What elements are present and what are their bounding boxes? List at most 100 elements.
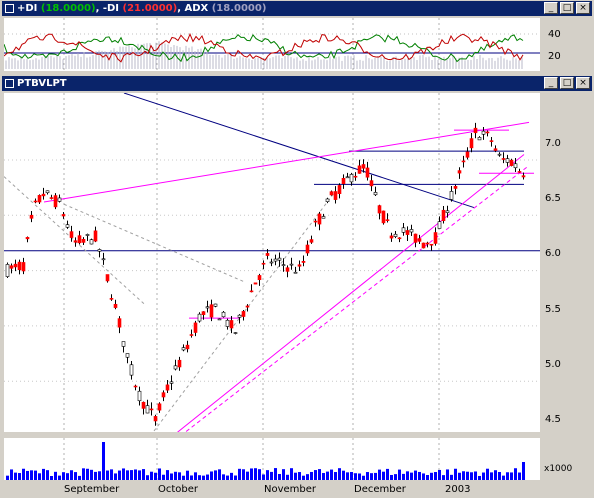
di-panel-titlebar[interactable]: +DI (18.0000), -DI (21.0000), ADX (18.00… xyxy=(2,1,592,16)
volume-bar xyxy=(410,472,413,480)
candle-up xyxy=(181,347,186,351)
candle-down xyxy=(361,164,366,169)
candle-down xyxy=(433,232,438,244)
candle-down xyxy=(193,322,198,333)
volume-bar xyxy=(102,442,105,480)
candle-up xyxy=(293,271,298,274)
x-axis-2003: 2003 xyxy=(445,484,471,495)
candle-up xyxy=(409,229,414,233)
candle-up xyxy=(505,158,510,163)
volume-bar xyxy=(282,469,285,480)
candle-down xyxy=(377,205,382,214)
volume-bar xyxy=(18,473,21,480)
volume-bar xyxy=(466,471,469,480)
candle-up xyxy=(197,313,202,322)
candle-down xyxy=(257,275,262,281)
window-menu-icon[interactable] xyxy=(5,79,14,88)
volume-bar xyxy=(30,470,33,480)
volume-bar xyxy=(510,472,513,480)
volume-bar xyxy=(194,472,197,480)
volume-bar xyxy=(390,474,393,480)
volume-bar xyxy=(278,473,281,480)
volume-bar xyxy=(126,470,129,480)
volume-bar xyxy=(494,470,497,480)
volume-bar xyxy=(430,472,433,480)
candle-up xyxy=(45,190,50,194)
candle-down xyxy=(165,384,170,391)
minus-di-line xyxy=(3,32,524,63)
candle-down xyxy=(49,197,54,199)
candle-down xyxy=(357,165,362,174)
candle-down xyxy=(109,298,114,300)
candle-down xyxy=(489,140,494,142)
minimize-button[interactable]: _ xyxy=(544,2,558,14)
volume-bar xyxy=(70,470,73,480)
candle-down xyxy=(413,233,418,243)
candle-down xyxy=(485,131,490,134)
di-y-tick-40: 40 xyxy=(548,29,561,40)
candle-up xyxy=(513,163,518,169)
volume-bar xyxy=(158,468,161,480)
volume-bar xyxy=(250,468,253,480)
candle-up xyxy=(277,257,282,261)
volume-bar xyxy=(306,474,309,480)
volume-bar xyxy=(246,471,249,480)
x-axis-november: November xyxy=(264,484,317,495)
candle-up xyxy=(449,191,454,200)
volume-bar xyxy=(82,468,85,480)
volume-bar xyxy=(334,472,337,480)
candle-down xyxy=(177,359,182,368)
candle-down xyxy=(245,305,250,308)
candle-down xyxy=(309,239,314,243)
adx-value: (18.0000) xyxy=(211,3,267,14)
volume-plot-area[interactable] xyxy=(4,438,540,480)
candle-down xyxy=(61,214,66,217)
di-chart xyxy=(3,18,540,71)
volume-bar xyxy=(386,468,389,480)
close-button[interactable]: × xyxy=(576,2,590,14)
volume-bar xyxy=(458,472,461,480)
price-plot-area[interactable] xyxy=(3,92,540,450)
candle-down xyxy=(329,191,334,196)
plus-di-line xyxy=(3,33,524,63)
candle-down xyxy=(21,262,26,272)
candle-down xyxy=(25,237,30,240)
close-button[interactable]: × xyxy=(576,77,590,89)
candle-down xyxy=(389,235,394,239)
maximize-button[interactable]: □ xyxy=(560,77,574,89)
volume-bar xyxy=(234,475,237,480)
volume-bar xyxy=(486,468,489,480)
candle-down xyxy=(301,260,306,263)
candle-up xyxy=(5,264,10,277)
candle-up xyxy=(129,364,134,376)
candle-down xyxy=(81,238,86,243)
candle-up xyxy=(349,174,354,183)
volume-bar xyxy=(342,470,345,480)
plus-di-value: (18.0000) xyxy=(40,3,96,14)
candle-down xyxy=(117,318,122,328)
candle-down xyxy=(9,265,14,269)
candle-up xyxy=(125,353,130,358)
volume-bar xyxy=(14,472,17,480)
volume-bar xyxy=(74,472,77,480)
x-axis-september: September xyxy=(64,484,120,495)
volume-bar xyxy=(170,473,173,480)
volume-bar xyxy=(426,475,429,480)
candle-down xyxy=(465,151,470,158)
minimize-button[interactable]: _ xyxy=(544,77,558,89)
candle-down xyxy=(77,235,82,244)
volume-bar xyxy=(134,469,137,480)
volume-bar xyxy=(58,475,61,480)
maximize-button[interactable]: □ xyxy=(560,2,574,14)
di-plot-area[interactable] xyxy=(3,18,540,71)
volume-panel: x1000 September October November Decembe… xyxy=(2,436,592,498)
candle-up xyxy=(173,365,178,370)
volume-bar xyxy=(206,474,209,480)
volume-bar xyxy=(182,475,185,480)
price-panel-titlebar[interactable]: PTBVLPT _ □ × xyxy=(2,76,592,91)
volume-bar xyxy=(514,468,517,480)
volume-bar xyxy=(222,474,225,480)
candle-down xyxy=(105,274,110,282)
window-menu-icon[interactable] xyxy=(5,4,14,13)
price-y-tick-5-0: 5.0 xyxy=(545,359,561,370)
